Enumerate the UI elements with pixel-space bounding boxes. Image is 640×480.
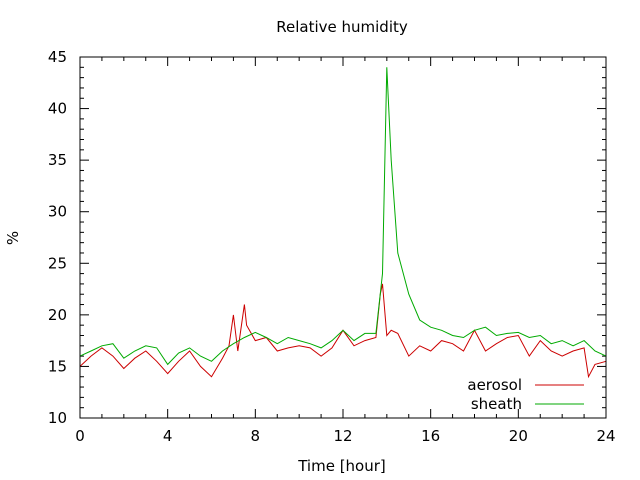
x-axis-label: Time [hour]: [297, 457, 386, 475]
y-tick-label: 30: [48, 203, 67, 221]
axis-tick-labels: 0 4 8 12 16 20 24 10 15 20 25 30 35 40 45: [48, 48, 616, 445]
y-tick-label: 20: [48, 306, 67, 324]
y-tick-label: 10: [48, 409, 67, 427]
series-line-sheath: [79, 67, 607, 366]
series-line-aerosol: [79, 283, 607, 379]
y-tick-label: 40: [48, 100, 67, 118]
x-tick-label: 8: [251, 427, 261, 445]
series-layer: [79, 67, 607, 379]
y-axis-label: %: [4, 231, 22, 245]
y-tick-label: 15: [48, 357, 67, 375]
chart-title: Relative humidity: [276, 18, 408, 36]
y-tick-label: 45: [48, 48, 67, 66]
x-tick-label: 12: [333, 427, 352, 445]
x-tick-label: 4: [163, 427, 173, 445]
x-tick-label: 16: [421, 427, 440, 445]
y-tick-label: 35: [48, 151, 67, 169]
x-tick-label: 24: [596, 427, 615, 445]
plot-frame: [79, 56, 607, 419]
x-tick-label: 0: [75, 427, 85, 445]
y-tick-label: 25: [48, 254, 67, 272]
legend-label-sheath: sheath: [471, 395, 522, 413]
x-tick-label: 20: [509, 427, 528, 445]
legend-label-aerosol: aerosol: [467, 376, 522, 394]
